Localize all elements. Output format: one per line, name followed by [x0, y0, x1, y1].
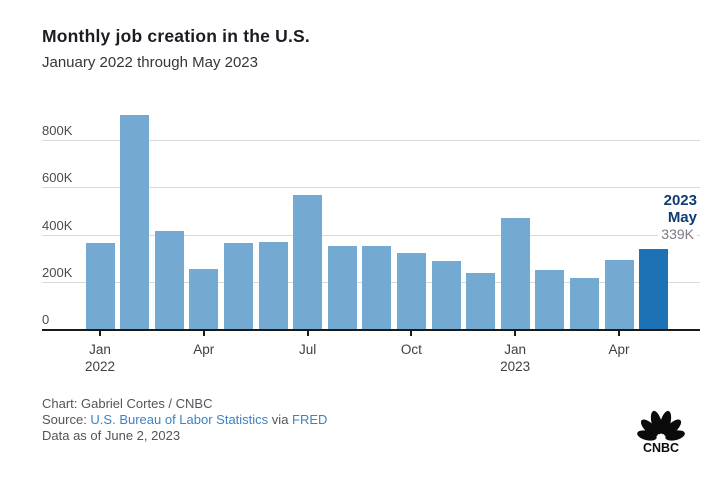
cnbc-peacock-icon [637, 410, 685, 441]
x-axis-label-month: Jan [504, 342, 527, 357]
y-axis-label-200k: 200K [42, 264, 73, 280]
bar-aug-2022 [327, 245, 357, 329]
source-line: Source: U.S. Bureau of Labor Statistics … [42, 412, 327, 428]
x-axis-tick-apr-15 [618, 331, 620, 336]
bar-may-2022 [223, 243, 253, 329]
bar-jul-2022 [293, 194, 323, 329]
data-as-of: Data as of June 2, 2023 [42, 428, 181, 443]
gridline-800k [42, 140, 700, 141]
bar-jan-2022 [85, 243, 115, 329]
bar-mar-2022 [154, 231, 184, 329]
x-axis-tick-oct-9 [410, 331, 413, 336]
x-axis-label-jan-2023: Jan 2023 [475, 341, 555, 375]
x-axis-label-oct-9: Oct [371, 341, 451, 358]
cnbc-logo-text: CNBC [643, 441, 679, 454]
x-axis-line [42, 329, 700, 331]
bar-apr-2023 [604, 259, 634, 329]
annotation-value: 339K [658, 226, 697, 243]
chart-subtitle: January 2022 through May 2023 [42, 54, 258, 71]
x-axis-label-apr-15: Apr [579, 341, 659, 358]
bar-may-2023 [639, 248, 669, 329]
y-axis-label-0: 0 [42, 312, 50, 327]
highlight-annotation: 2023 May 339K [658, 192, 697, 243]
y-axis-label-400k: 400K [42, 217, 73, 233]
source-label: Source: [42, 412, 91, 427]
y-axis-label-600k: 600K [42, 170, 73, 186]
x-axis-tick-jul-6 [306, 331, 309, 336]
bar-nov-2022 [431, 260, 461, 329]
bar-oct-2022 [396, 252, 426, 329]
x-axis-label-jan-2022: Jan 2022 [60, 341, 140, 375]
bar-dec-2022 [466, 272, 496, 329]
annotation-year: 2023 [663, 192, 697, 209]
annotation-month: May [667, 209, 697, 226]
x-axis-tick-jan-2022 [99, 331, 101, 336]
x-axis-label-apr-3: Apr [164, 341, 244, 358]
x-axis-label-jul-6: Jul [268, 341, 348, 358]
x-axis-tick-apr-3 [202, 331, 205, 336]
y-axis-label-800k: 800K [42, 123, 73, 138]
x-axis-label-month: Jul [298, 342, 317, 357]
bar-jun-2022 [258, 241, 288, 329]
x-axis-label-month: Apr [608, 342, 630, 357]
footer: Chart: Gabriel Cortes / CNBC Source: U.S… [42, 396, 327, 444]
bar-mar-2023 [569, 277, 599, 329]
bar-jan-2023 [500, 217, 530, 329]
gridline-400k [42, 234, 700, 236]
chart-title: Monthly job creation in the U.S. [42, 26, 310, 46]
source-link-fred[interactable]: FRED [292, 412, 328, 427]
chart-credit: Chart: Gabriel Cortes / CNBC [42, 396, 213, 411]
x-axis-label-month: Jan [89, 342, 111, 357]
bar-feb-2023 [535, 270, 565, 329]
x-axis-label-month: Apr [193, 342, 215, 357]
bar-sep-2022 [362, 246, 392, 329]
bar-apr-2022 [189, 269, 219, 329]
x-axis-label-year: 2022 [84, 359, 116, 374]
gridline-600k [42, 187, 700, 189]
source-via: via [268, 412, 293, 427]
cnbc-logo: CNBC [637, 410, 685, 454]
x-axis-label-year: 2023 [500, 359, 531, 374]
source-link-bls[interactable]: U.S. Bureau of Labor Statistics [90, 412, 269, 427]
bar-feb-2022 [120, 115, 150, 329]
x-axis-tick-jan-2023 [514, 331, 517, 336]
x-axis-label-month: Oct [400, 342, 422, 357]
